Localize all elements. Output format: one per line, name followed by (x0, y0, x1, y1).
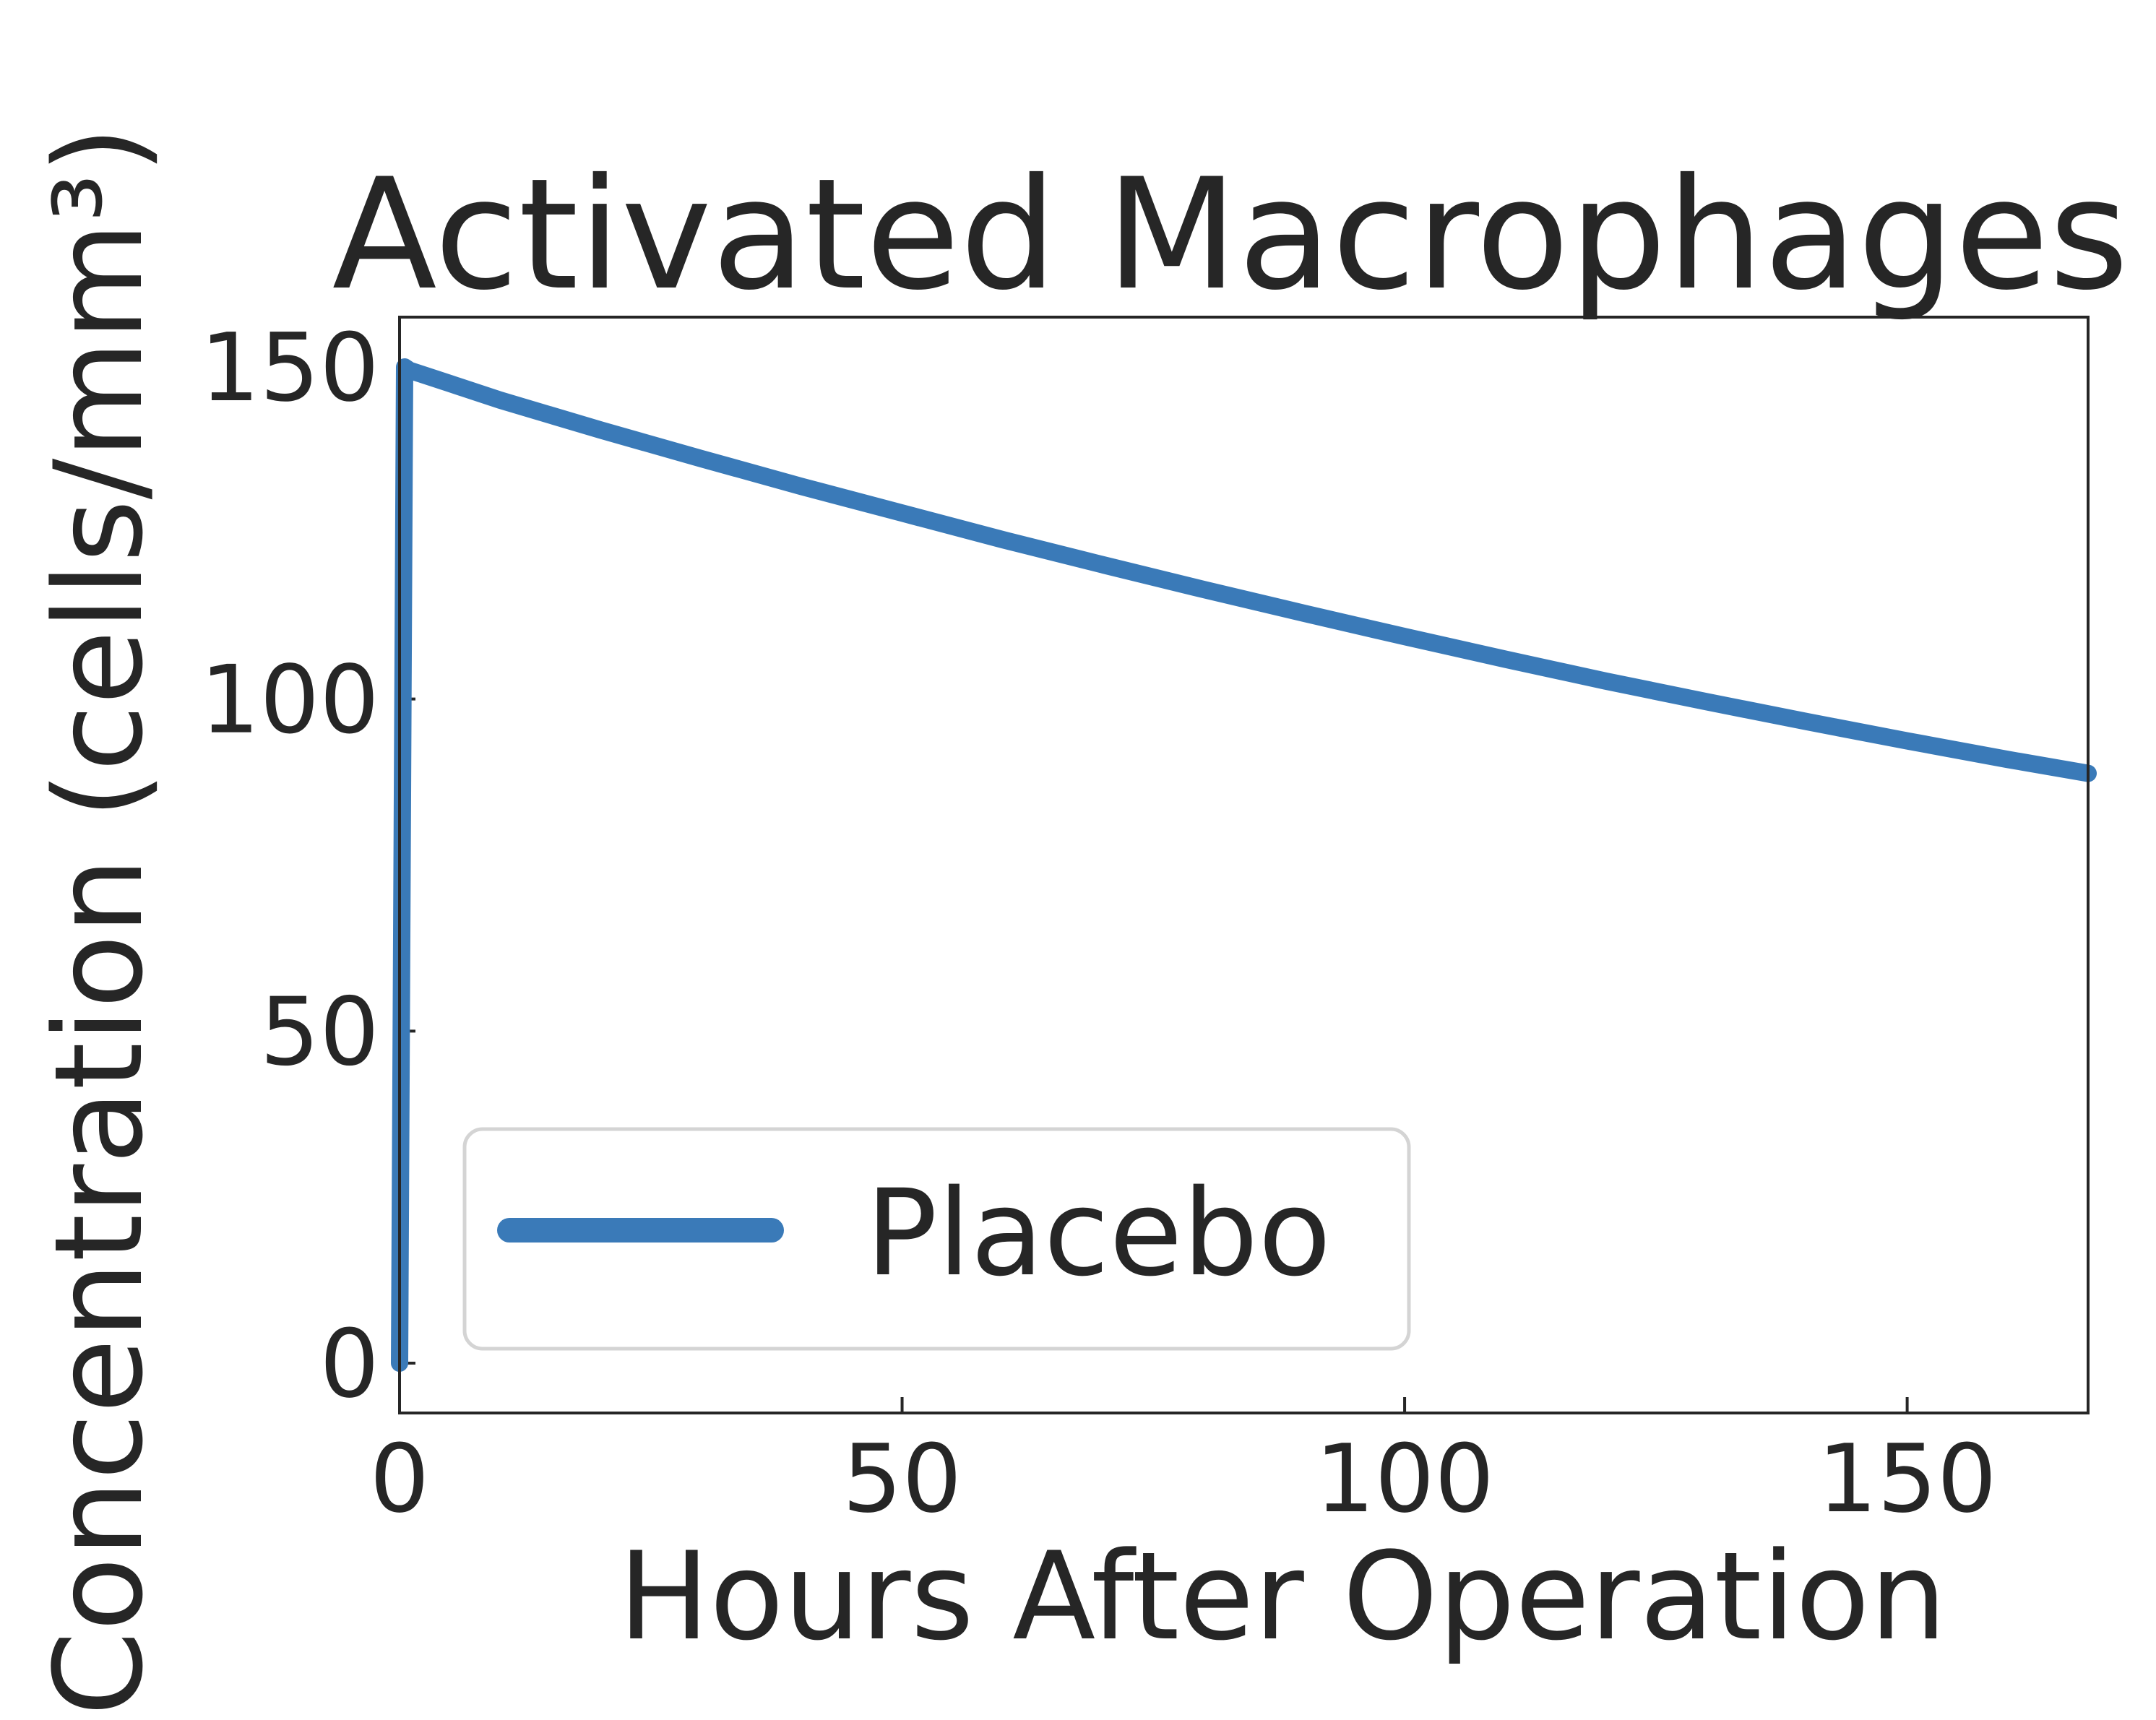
y-tick-label-50: 50 (260, 977, 379, 1086)
y-axis-label: Concentration (cells/mm³) (28, 126, 170, 1716)
y-tick-label-100: 100 (200, 645, 379, 755)
legend-label-placebo: Placebo (866, 1164, 1331, 1302)
legend: Placebo (462, 1127, 1411, 1351)
plot-frame (398, 316, 2090, 1414)
legend-box (462, 1127, 1411, 1351)
x-tick-label-0: 0 (370, 1424, 430, 1534)
y-tick-label-0: 0 (319, 1309, 379, 1419)
series-layer (391, 358, 2097, 1372)
x-tick-label-50: 50 (842, 1424, 962, 1534)
y-tick-label-150: 150 (200, 313, 379, 423)
x-tick-label-150: 150 (1818, 1424, 1997, 1534)
chart-title: Activated Macrophages (332, 145, 2129, 324)
series-line-placebo (391, 358, 2097, 1372)
axis-ticks: 0 50 100 150 0 50 100 150 (200, 313, 1997, 1534)
x-axis-label: Hours After Operation (618, 1526, 1946, 1667)
x-tick-label-100: 100 (1315, 1424, 1494, 1534)
